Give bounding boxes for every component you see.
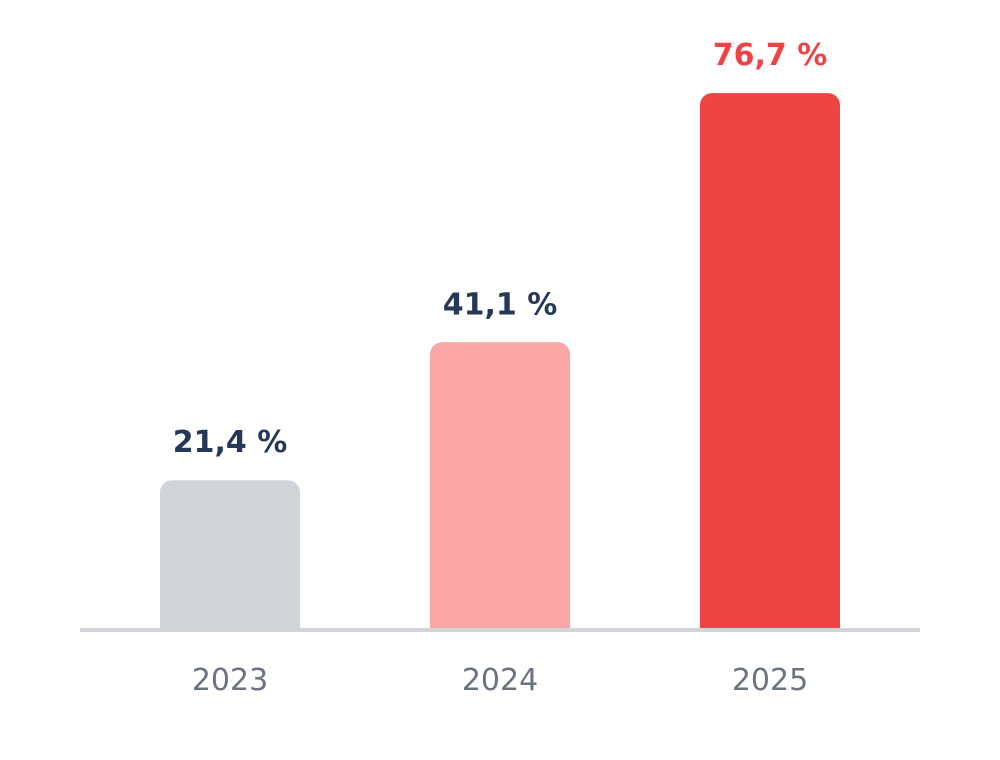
x-tick-label-2023: 2023 — [192, 663, 268, 698]
bar-2023 — [160, 480, 300, 630]
bars-group — [160, 93, 840, 630]
bar-2025 — [700, 93, 840, 630]
value-label-2023: 21,4 % — [173, 425, 288, 460]
value-label-2025: 76,7 % — [713, 38, 828, 73]
value-label-2024: 41,1 % — [443, 287, 558, 322]
bar-2024 — [430, 342, 570, 630]
x-tick-label-2024: 2024 — [462, 663, 538, 698]
x-tick-label-2025: 2025 — [732, 663, 808, 698]
value-labels-group: 21,4 % 41,1 % 76,7 % — [173, 38, 828, 460]
x-tick-labels-group: 2023 2024 2025 — [192, 663, 808, 698]
